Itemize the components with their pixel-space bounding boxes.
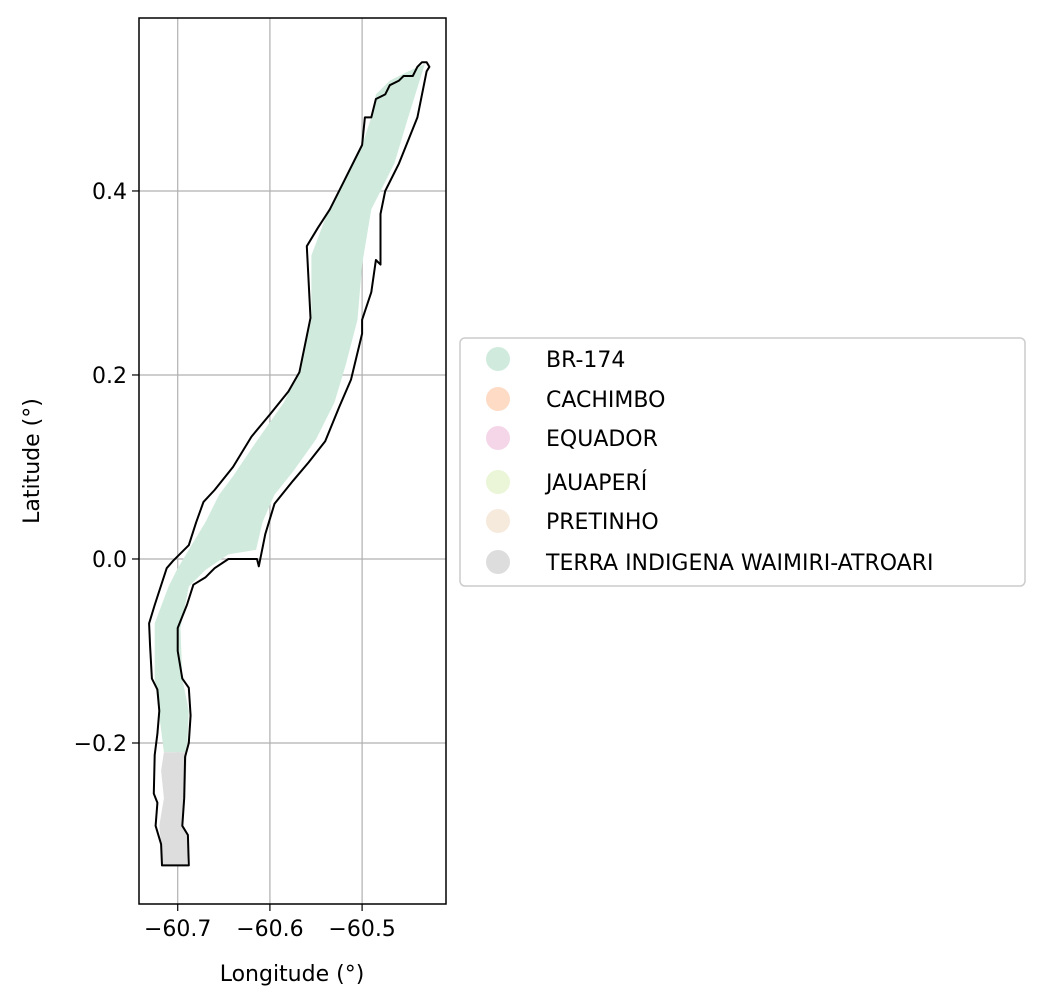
y-tick-label-0: −0.2 (74, 732, 127, 757)
region-boundary-outline (148, 61, 431, 867)
y-axis-ticks: −0.2 0.0 0.2 0.4 (74, 180, 139, 757)
region-br-174 (154, 64, 425, 753)
legend-marker-0 (486, 347, 510, 371)
legend-marker-1 (486, 387, 510, 411)
x-tick-label-2: −60.5 (328, 917, 395, 942)
plot-frame (138, 17, 447, 905)
legend-frame (459, 337, 1026, 587)
legend-marker-3 (486, 470, 510, 494)
x-axis-ticks: −60.7 −60.6 −60.5 (144, 904, 396, 942)
x-tick-label-0: −60.7 (144, 917, 211, 942)
legend-label-0: BR-174 (546, 348, 625, 373)
legend: BR-174 CACHIMBO EQUADOR JAUAPERÍ PRETINHO TER… (459, 337, 1026, 587)
y-axis-label: Latitude (°) (20, 398, 45, 524)
legend-label-5: TERRA INDIGENA WAIMIRI-ATROARI (545, 551, 934, 576)
regions (154, 64, 425, 866)
y-tick-label-3: 0.4 (92, 180, 127, 205)
legend-marker-2 (486, 426, 510, 450)
x-tick-label-1: −60.6 (236, 917, 303, 942)
boundary (148, 61, 431, 867)
legend-marker-5 (486, 550, 510, 574)
region-terra-indigena-waimiri-atroari (159, 752, 189, 866)
legend-label-4: PRETINHO (546, 510, 659, 535)
legend-marker-4 (486, 509, 510, 533)
legend-label-3: JAUAPERÍ (544, 470, 647, 496)
legend-label-1: CACHIMBO (546, 388, 665, 413)
y-tick-label-2: 0.2 (92, 364, 127, 389)
x-axis-label: Longitude (°) (220, 962, 365, 987)
legend-label-2: EQUADOR (546, 427, 658, 452)
y-tick-label-1: 0.0 (92, 548, 127, 573)
